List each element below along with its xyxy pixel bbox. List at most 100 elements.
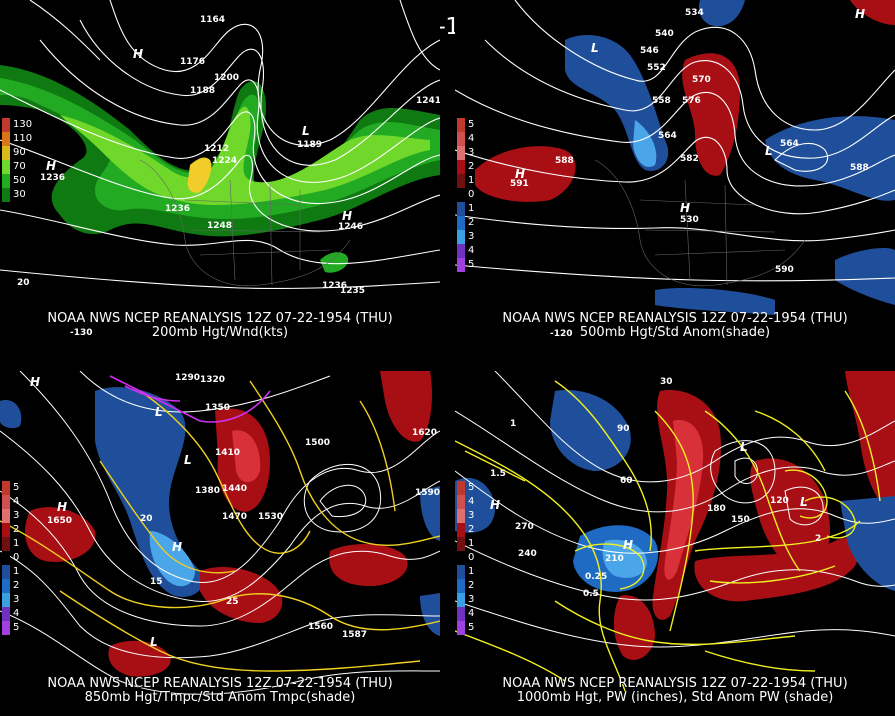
- label-1164: 1164: [200, 15, 225, 25]
- legend-row: 1: [457, 565, 491, 579]
- label-90: 90: [617, 424, 630, 434]
- label-1235: 1235: [340, 286, 365, 296]
- legend-200mb: 130 110 90 70 50 30: [2, 118, 36, 202]
- legend-row: 0: [2, 551, 36, 565]
- legend-row: 70: [2, 160, 36, 174]
- label-530: 530: [680, 215, 699, 225]
- label-1176: 1176: [180, 57, 205, 67]
- center-L-e: L: [765, 144, 773, 158]
- anom-pos-ne-corner: [850, 0, 895, 25]
- label-1587: 1587: [342, 630, 367, 640]
- panel-500mb: 534 540 546 552 558 564 570 576 582 588 …: [455, 0, 895, 345]
- label-591: 591: [510, 179, 529, 189]
- legend-row: 2: [457, 523, 491, 537]
- label-1: 1: [510, 419, 516, 429]
- label-1236b: 1236: [322, 281, 347, 291]
- caption-field: 200mb Hgt/Wnd(kts): [151, 325, 289, 340]
- legend-row: 1: [457, 174, 491, 188]
- legend-1000mb: 5 4 3 2 1 0 1 2 3 4 5: [457, 481, 491, 635]
- panel-850mb: 1290 1320 1350 1380 1410 1440 1470 1500 …: [0, 371, 440, 716]
- legend-row: 2: [457, 579, 491, 593]
- label-60: 60: [620, 476, 633, 486]
- anom-neg-se: [420, 593, 440, 636]
- center-L-s: L: [150, 635, 158, 649]
- center-H-w: H: [515, 167, 525, 181]
- label-20: 20: [17, 278, 30, 288]
- center-H-2: H: [46, 159, 56, 173]
- label-534: 534: [685, 8, 704, 18]
- center-H-c: H: [623, 538, 633, 552]
- anom-neg-w: [455, 477, 495, 533]
- label-1590: 1590: [415, 488, 440, 498]
- legend-row: 1: [457, 202, 491, 216]
- anom-pos-ne: [380, 371, 432, 442]
- center-H-1: H: [133, 47, 143, 61]
- label-210: 210: [605, 554, 624, 564]
- label-1470: 1470: [222, 512, 247, 522]
- label-1320: 1320: [200, 375, 225, 385]
- caption-source: NOAA NWS NCEP REANALYSIS 12Z 07-22-1954 …: [502, 676, 848, 691]
- legend-row: 5: [457, 621, 491, 635]
- center-H-c: H: [172, 540, 182, 554]
- legend-row: 0: [457, 551, 491, 565]
- label-582: 582: [680, 154, 699, 164]
- legend-row: 1: [2, 537, 36, 551]
- label-1248: 1248: [207, 221, 232, 231]
- legend-row: 5: [2, 481, 36, 495]
- label-1560: 1560: [308, 622, 333, 632]
- label-576: 576: [682, 96, 701, 106]
- temp-contours-850mb: [0, 380, 440, 672]
- anom-neg-e: [420, 486, 440, 541]
- label-1236c: 1236: [40, 173, 65, 183]
- label-150: 150: [731, 515, 750, 525]
- label-1350: 1350: [205, 403, 230, 413]
- label-590: 590: [775, 265, 794, 275]
- map-500mb: 534 540 546 552 558 564 570 576 582 588 …: [455, 0, 895, 339]
- legend-row: 2: [2, 579, 36, 593]
- label-1380: 1380: [195, 486, 220, 496]
- anom-neg-se: [835, 248, 895, 305]
- legend-row: 4: [457, 495, 491, 509]
- caption-source: NOAA NWS NCEP REANALYSIS 12Z 07-22-1954 …: [47, 311, 393, 326]
- label-1620: 1620: [412, 428, 437, 438]
- boundaries-500mb: [594, 159, 806, 287]
- label-1650: 1650: [47, 516, 72, 526]
- label-120: 120: [770, 496, 789, 506]
- legend-500mb: 5 4 3 2 1 0 1 2 3 4 5: [457, 118, 491, 272]
- label-lon-120: -120: [550, 329, 573, 339]
- center-H-nw: H: [30, 375, 40, 389]
- legend-row: 3: [457, 230, 491, 244]
- center-H-w: H: [57, 500, 67, 514]
- caption-field: 500mb Hgt/Std Anom(shade): [579, 325, 771, 340]
- anom-pos-nc-inner: [232, 430, 261, 483]
- label-240: 240: [518, 549, 537, 559]
- legend-row: 0: [457, 188, 491, 202]
- wind-shade-sw: [320, 252, 349, 273]
- legend-row: 4: [2, 495, 36, 509]
- legend-row: 3: [2, 593, 36, 607]
- label-1530: 1530: [258, 512, 283, 522]
- anom-pos-nc-inner: [664, 420, 704, 580]
- label-1188: 1188: [190, 86, 215, 96]
- panel-1000mb: 30 60 90 120 150 180 210 240 270 0.25 0.…: [455, 371, 895, 716]
- label-1500: 1500: [305, 438, 330, 448]
- label-2: 2: [815, 534, 821, 544]
- legend-row: 5: [457, 258, 491, 272]
- height-contours-850mb: [0, 371, 440, 695]
- label-564a: 564: [658, 131, 677, 141]
- legend-row: 4: [2, 607, 36, 621]
- anom-pos-ne: [845, 371, 895, 511]
- label-0-5: 0.5: [583, 589, 599, 599]
- label-1440: 1440: [222, 484, 247, 494]
- anom-neg-nw-inner: [633, 120, 657, 168]
- label-558: 558: [652, 96, 671, 106]
- legend-row: 90: [2, 146, 36, 160]
- center-H-ne: H: [855, 7, 865, 21]
- legend-row: 4: [457, 132, 491, 146]
- center-L-nw: L: [591, 41, 599, 55]
- anom-neg-nw: [550, 390, 631, 471]
- caption-source: NOAA NWS NCEP REANALYSIS 12Z 07-22-1954 …: [502, 311, 848, 326]
- label-1189: 1189: [297, 140, 322, 150]
- legend-row: 1: [457, 537, 491, 551]
- cold-temp-contours: [109, 375, 271, 423]
